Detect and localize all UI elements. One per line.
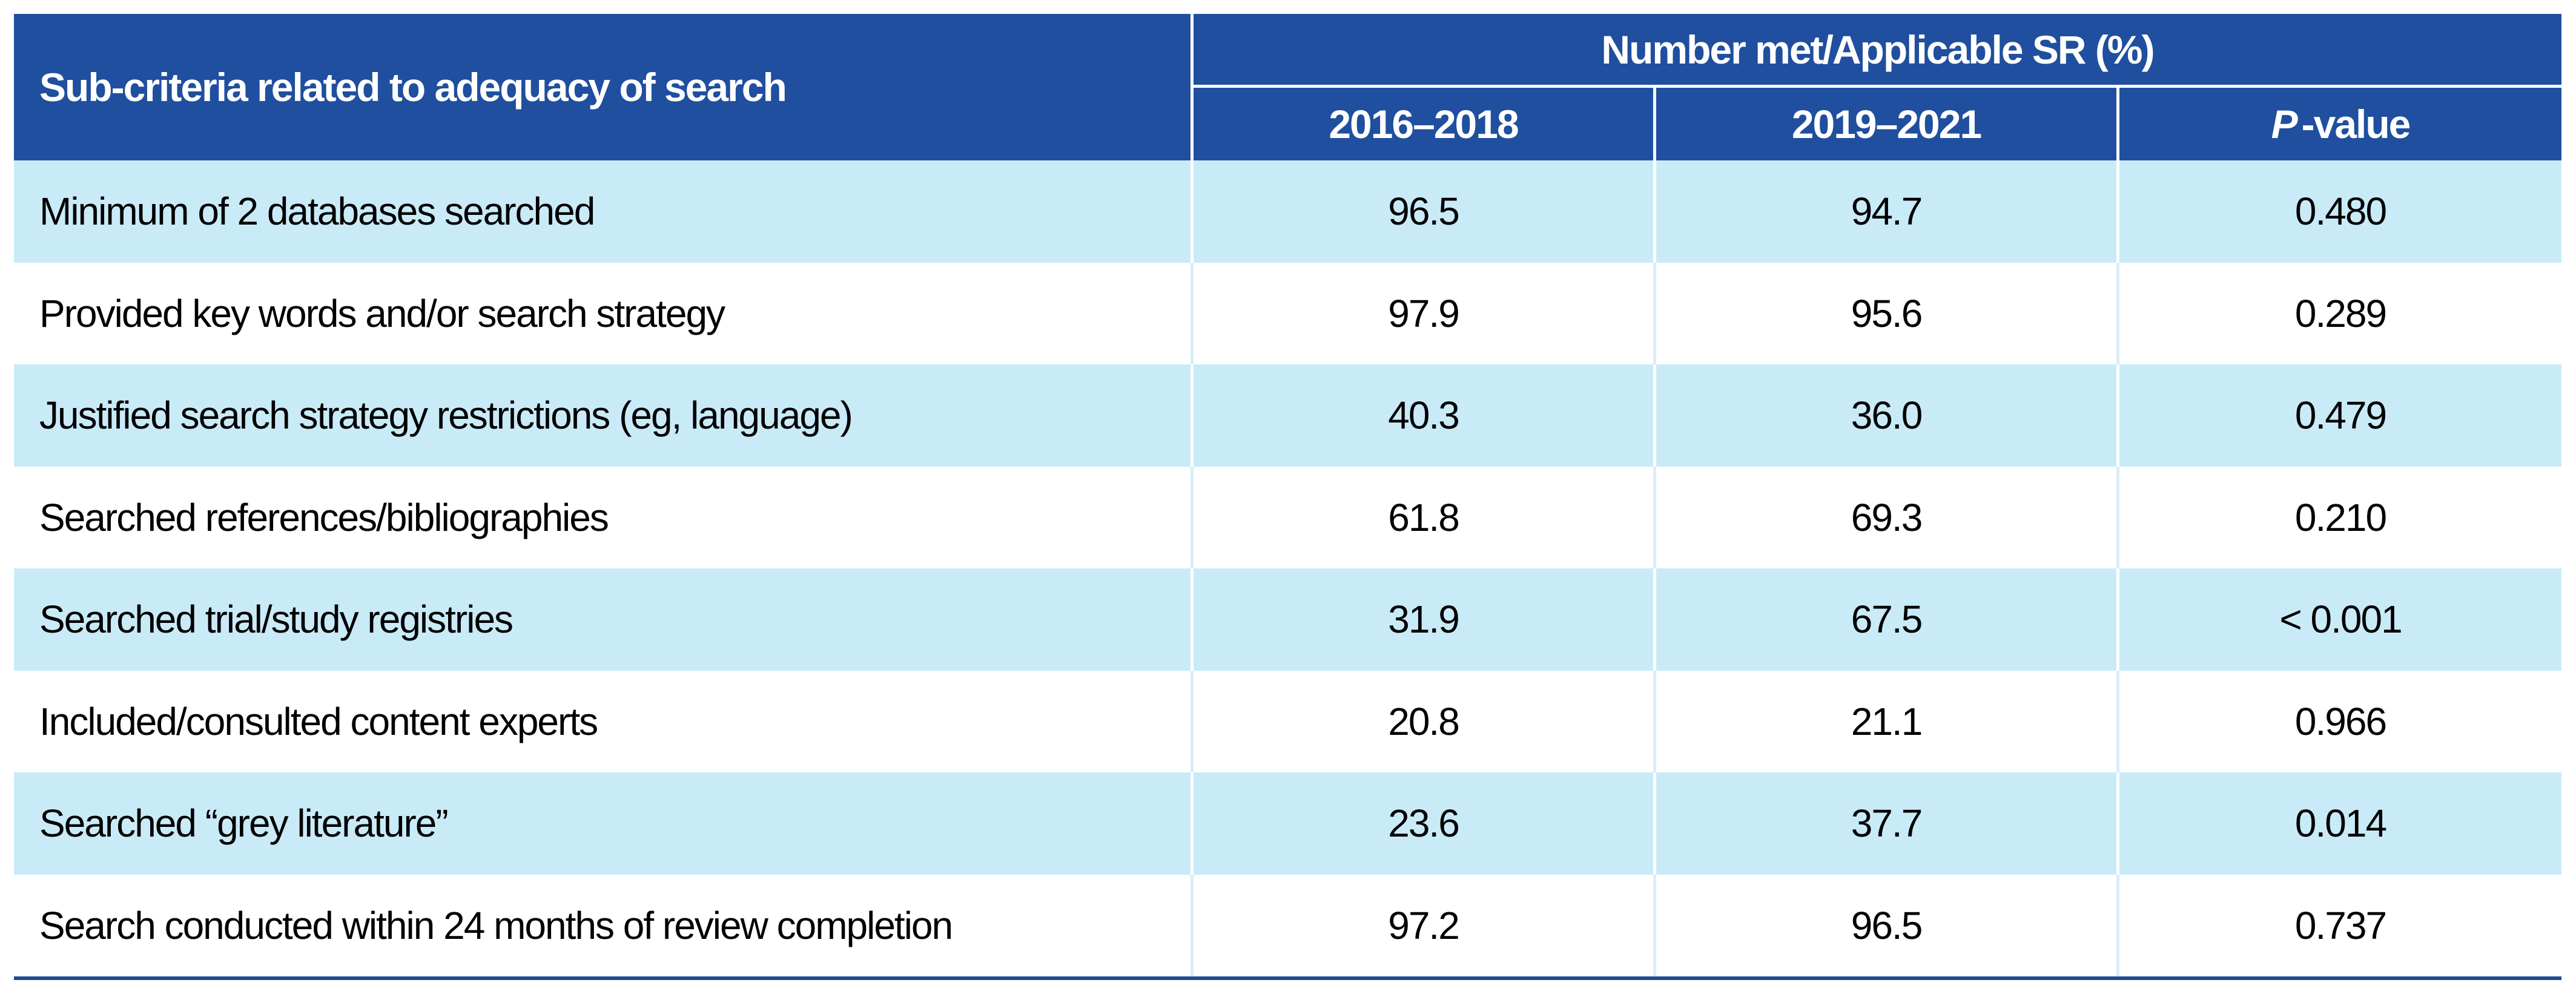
value-2016-2018: 20.8 xyxy=(1388,699,1460,743)
value-2019-2021-cell: 69.3 xyxy=(1653,466,2116,568)
table-row: Provided key words and/or search strateg… xyxy=(14,262,2561,365)
p-value-italic-p: P xyxy=(2271,102,2298,146)
value-2016-2018-cell: 20.8 xyxy=(1191,670,1653,772)
column-header-2019-2021: 2019–2021 xyxy=(1653,88,2116,160)
value-p-cell: 0.289 xyxy=(2116,262,2561,364)
row-label-cell: Search conducted within 24 months of rev… xyxy=(14,875,1191,977)
value-2019-2021-cell: 94.7 xyxy=(1653,160,2116,263)
value-2019-2021-cell: 37.7 xyxy=(1653,772,2116,875)
value-2016-2018-cell: 61.8 xyxy=(1191,466,1653,568)
value-p-cell: 0.480 xyxy=(2116,160,2561,263)
value-p: 0.289 xyxy=(2294,291,2387,335)
column-group-header-label: Number met/Applicable SR (%) xyxy=(1601,27,2155,72)
value-p: 0.480 xyxy=(2294,189,2387,234)
value-p: 0.210 xyxy=(2294,495,2387,539)
value-2016-2018: 40.3 xyxy=(1388,393,1460,438)
value-p-cell: 0.966 xyxy=(2116,670,2561,772)
value-2019-2021: 67.5 xyxy=(1851,597,1923,642)
value-2019-2021-cell: 36.0 xyxy=(1653,364,2116,467)
value-2019-2021: 69.3 xyxy=(1851,495,1923,539)
table-row: Minimum of 2 databases searched 96.5 94.… xyxy=(14,160,2561,263)
table-row: Justified search strategy restrictions (… xyxy=(14,364,2561,467)
value-p-cell: < 0.001 xyxy=(2116,568,2561,671)
column-header-subcriteria: Sub-criteria related to adequacy of sear… xyxy=(14,14,1191,160)
row-label: Provided key words and/or search strateg… xyxy=(39,291,725,335)
row-label: Search conducted within 24 months of rev… xyxy=(39,903,953,947)
value-2019-2021: 36.0 xyxy=(1851,393,1923,438)
row-label-cell: Provided key words and/or search strateg… xyxy=(14,263,1191,365)
value-p: < 0.001 xyxy=(2279,597,2402,642)
value-2016-2018: 23.6 xyxy=(1388,801,1460,846)
row-label: Searched “grey literature” xyxy=(39,801,449,846)
value-p-cell: 0.737 xyxy=(2116,874,2561,976)
column-header-p-value-label: P -value xyxy=(2271,101,2411,147)
table-body: Minimum of 2 databases searched 96.5 94.… xyxy=(14,160,2561,976)
value-2016-2018: 97.9 xyxy=(1388,291,1460,335)
row-label: Searched trial/study registries xyxy=(39,597,514,642)
value-p: 0.737 xyxy=(2294,903,2387,947)
column-header-2016-2018: 2016–2018 xyxy=(1191,88,1653,160)
column-header-2019-2021-label: 2019–2021 xyxy=(1791,102,1982,146)
value-p-cell: 0.479 xyxy=(2116,364,2561,467)
table-row: Search conducted within 24 months of rev… xyxy=(14,874,2561,977)
table-bottom-border xyxy=(14,976,2561,980)
value-2016-2018-cell: 23.6 xyxy=(1191,772,1653,875)
value-2019-2021: 37.7 xyxy=(1851,801,1923,846)
row-label-cell: Searched references/bibliographies xyxy=(14,467,1191,569)
value-2016-2018: 97.2 xyxy=(1388,903,1460,947)
value-p: 0.479 xyxy=(2294,393,2387,438)
row-label: Searched references/bibliographies xyxy=(39,495,609,539)
value-2016-2018-cell: 40.3 xyxy=(1191,364,1653,467)
value-2016-2018-cell: 31.9 xyxy=(1191,568,1653,671)
table-row: Searched “grey literature” 23.6 37.7 0.0… xyxy=(14,772,2561,875)
row-label: Minimum of 2 databases searched xyxy=(39,189,595,234)
row-label-cell: Searched “grey literature” xyxy=(14,772,1191,875)
row-label: Justified search strategy restrictions (… xyxy=(39,393,853,438)
row-label-cell: Minimum of 2 databases searched xyxy=(14,160,1191,263)
row-label-cell: Included/consulted content experts xyxy=(14,671,1191,773)
column-header-p-value: P -value xyxy=(2116,88,2561,160)
value-2016-2018: 31.9 xyxy=(1388,597,1460,642)
value-2019-2021-cell: 95.6 xyxy=(1653,262,2116,364)
value-2016-2018-cell: 97.2 xyxy=(1191,874,1653,976)
value-2019-2021: 95.6 xyxy=(1851,291,1923,335)
table-header: Sub-criteria related to adequacy of sear… xyxy=(14,14,2561,160)
value-2019-2021-cell: 96.5 xyxy=(1653,874,2116,976)
row-label: Included/consulted content experts xyxy=(39,699,598,743)
value-p: 0.014 xyxy=(2294,801,2387,846)
column-group-header: Number met/Applicable SR (%) xyxy=(1191,14,2561,88)
value-2019-2021-cell: 67.5 xyxy=(1653,568,2116,671)
table-row: Included/consulted content experts 20.8 … xyxy=(14,670,2561,773)
table-row: Searched trial/study registries 31.9 67.… xyxy=(14,568,2561,671)
value-p-cell: 0.014 xyxy=(2116,772,2561,875)
p-value-rest: -value xyxy=(2301,102,2411,146)
value-2019-2021-cell: 21.1 xyxy=(1653,670,2116,772)
value-p-cell: 0.210 xyxy=(2116,466,2561,568)
row-label-cell: Searched trial/study registries xyxy=(14,568,1191,671)
table-row: Searched references/bibliographies 61.8 … xyxy=(14,466,2561,569)
value-2019-2021: 96.5 xyxy=(1851,903,1923,947)
value-2019-2021: 94.7 xyxy=(1851,189,1923,234)
sr-search-adequacy-table: Sub-criteria related to adequacy of sear… xyxy=(14,14,2561,980)
column-header-2016-2018-label: 2016–2018 xyxy=(1329,102,1519,146)
value-2019-2021: 21.1 xyxy=(1851,699,1923,743)
value-2016-2018: 61.8 xyxy=(1388,495,1460,539)
row-label-cell: Justified search strategy restrictions (… xyxy=(14,364,1191,467)
value-p: 0.966 xyxy=(2294,699,2387,743)
value-2016-2018-cell: 96.5 xyxy=(1191,160,1653,263)
value-2016-2018-cell: 97.9 xyxy=(1191,262,1653,364)
column-header-subcriteria-label: Sub-criteria related to adequacy of sear… xyxy=(39,65,787,110)
value-2016-2018: 96.5 xyxy=(1388,189,1460,234)
